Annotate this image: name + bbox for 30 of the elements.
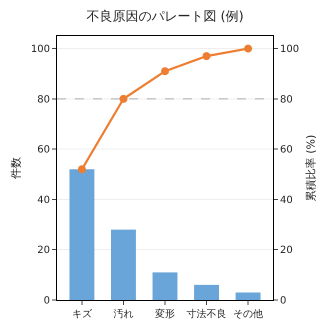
point (78, 165, 86, 174)
bar (152, 272, 178, 300)
y2-tick-label: 0 (280, 296, 286, 306)
y-tick-label: 100 (30, 44, 50, 56)
x-tick-label: その他 (233, 308, 264, 320)
point (119, 94, 128, 103)
y2-tick-label: 80 (280, 94, 293, 106)
y2-tick-label: 60 (280, 144, 293, 156)
point (244, 44, 252, 53)
bar (236, 292, 261, 300)
x-tick-label: 寸法不良 (186, 308, 227, 320)
y2-tick-label: 100 (280, 44, 300, 56)
point (161, 67, 169, 76)
y-axis-title: 件数 (10, 157, 23, 179)
chart-title: 不良原因のパレート図 (例) (86, 10, 244, 25)
y-tick-label: 60 (37, 144, 50, 156)
bar (194, 284, 219, 300)
bar (111, 230, 136, 300)
y-tick-label: 40 (37, 194, 50, 206)
point (202, 52, 211, 60)
y-tick-label: 0 (44, 296, 50, 306)
x-tick-label: キズ (72, 308, 93, 320)
y-tick-label: 20 (37, 245, 50, 256)
y2-axis-title: 累積比率 (%) (304, 134, 318, 202)
y2-tick-label: 20 (280, 245, 293, 256)
y-tick-label: 80 (37, 94, 50, 106)
y2-tick-label: 40 (280, 194, 293, 206)
bar (69, 169, 94, 300)
x-tick-label: 汚れ (113, 308, 134, 320)
x-tick-label: 変形 (155, 308, 175, 320)
